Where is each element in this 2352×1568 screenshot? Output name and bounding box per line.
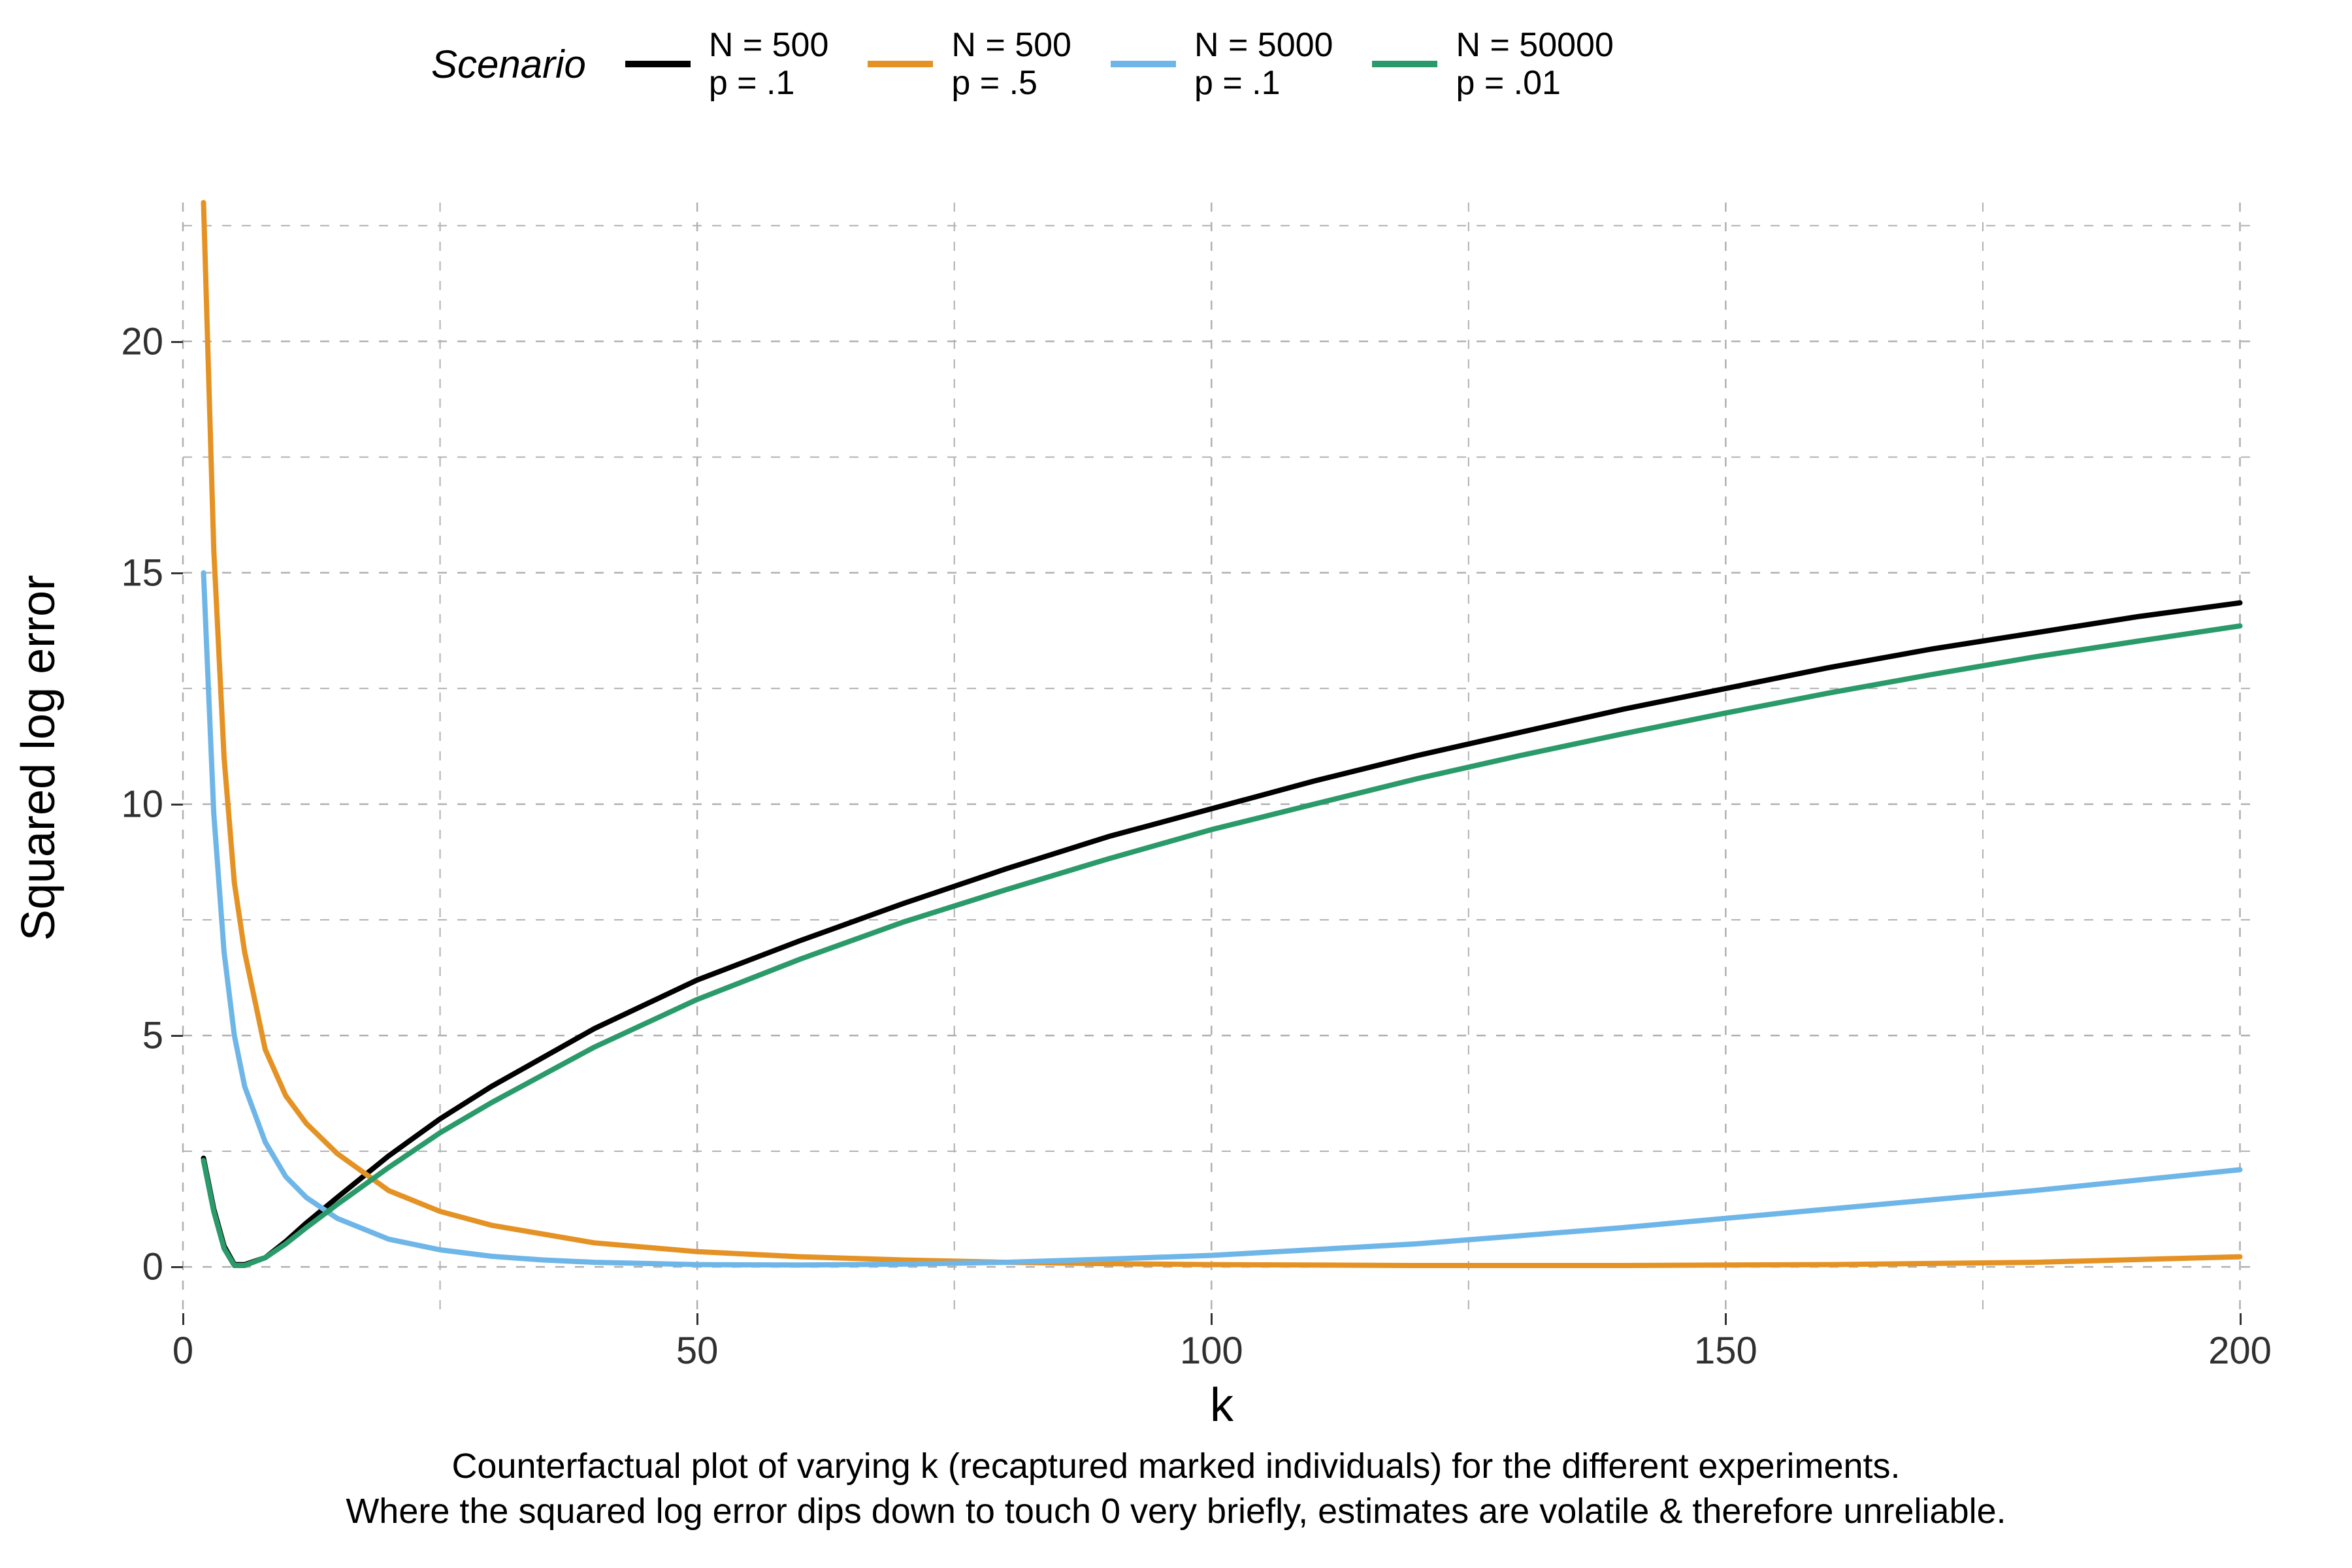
legend-item: N = 500p = .1	[625, 26, 829, 102]
series-line	[204, 603, 2240, 1265]
legend-swatch	[1111, 61, 1176, 67]
y-tick-label: 20	[121, 319, 163, 363]
x-tick-label: 0	[172, 1329, 193, 1373]
y-tick-label: 5	[142, 1014, 163, 1058]
legend-label: N = 500p = .1	[709, 26, 829, 102]
x-tick-label: 100	[1180, 1329, 1243, 1373]
series-line	[204, 626, 2240, 1266]
y-axis-label: Squared log error	[12, 575, 65, 941]
legend-label: N = 500p = .5	[951, 26, 1071, 102]
caption: Counterfactual plot of varying k (recapt…	[65, 1444, 2287, 1534]
x-tick-label: 50	[676, 1329, 719, 1373]
y-tick-label: 0	[142, 1245, 163, 1289]
caption-line-1: Counterfactual plot of varying k (recapt…	[65, 1444, 2287, 1489]
legend-title: Scenario	[431, 42, 586, 87]
plot-area	[183, 203, 2261, 1313]
x-tick-label: 200	[2208, 1329, 2272, 1373]
y-tick-label: 10	[121, 782, 163, 826]
legend-swatch	[625, 61, 691, 67]
legend-item: N = 5000p = .1	[1111, 26, 1333, 102]
series-line	[204, 203, 2240, 1266]
legend-item: N = 50000p = .01	[1372, 26, 1613, 102]
series-lines	[183, 203, 2261, 1313]
legend-swatch	[868, 61, 933, 67]
x-tick-label: 150	[1694, 1329, 1757, 1373]
caption-line-2: Where the squared log error dips down to…	[65, 1489, 2287, 1534]
legend-label: N = 50000p = .01	[1456, 26, 1613, 102]
legend-label: N = 5000p = .1	[1194, 26, 1333, 102]
x-axis-label: k	[1210, 1379, 1233, 1432]
legend-item: N = 500p = .5	[868, 26, 1071, 102]
y-tick-label: 15	[121, 551, 163, 595]
legend: Scenario N = 500p = .1 N = 500p = .5 N = 50…	[431, 26, 1614, 102]
legend-swatch	[1372, 61, 1437, 67]
